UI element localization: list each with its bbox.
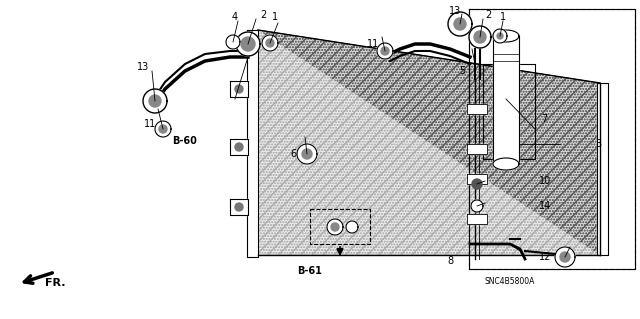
Text: 1: 1	[272, 12, 278, 22]
Polygon shape	[247, 30, 258, 257]
Circle shape	[143, 89, 167, 113]
Circle shape	[159, 125, 167, 133]
Circle shape	[302, 149, 312, 159]
Polygon shape	[230, 139, 248, 155]
Circle shape	[346, 221, 358, 233]
Circle shape	[472, 179, 482, 189]
Circle shape	[262, 35, 278, 51]
Circle shape	[226, 35, 240, 49]
Text: 2: 2	[485, 10, 491, 20]
Circle shape	[469, 26, 491, 48]
Text: 8: 8	[447, 256, 453, 266]
Polygon shape	[493, 36, 519, 164]
Circle shape	[235, 85, 243, 93]
Circle shape	[297, 144, 317, 164]
Circle shape	[381, 47, 389, 55]
Text: 13: 13	[137, 62, 149, 72]
Circle shape	[377, 43, 393, 59]
Circle shape	[235, 203, 243, 211]
Circle shape	[448, 12, 472, 36]
Polygon shape	[258, 30, 600, 255]
Polygon shape	[493, 158, 519, 170]
Circle shape	[471, 200, 483, 212]
Text: 11: 11	[144, 119, 156, 129]
Circle shape	[560, 252, 570, 262]
Text: 6: 6	[290, 149, 296, 159]
Text: B-60: B-60	[173, 136, 197, 146]
Polygon shape	[467, 174, 487, 184]
Polygon shape	[467, 104, 487, 114]
Circle shape	[235, 143, 243, 151]
Circle shape	[555, 247, 575, 267]
Circle shape	[236, 32, 260, 56]
Text: SNC4B5800A: SNC4B5800A	[485, 277, 535, 286]
Text: B-61: B-61	[298, 266, 323, 276]
Circle shape	[266, 39, 274, 47]
Circle shape	[454, 18, 466, 30]
Circle shape	[327, 219, 343, 235]
Text: FR.: FR.	[45, 278, 65, 288]
Circle shape	[493, 29, 507, 43]
Polygon shape	[467, 214, 487, 224]
Circle shape	[474, 31, 486, 43]
Circle shape	[497, 33, 503, 39]
Text: 12: 12	[539, 252, 551, 262]
Text: 3: 3	[595, 139, 601, 149]
Polygon shape	[467, 144, 487, 154]
Circle shape	[241, 37, 255, 51]
Polygon shape	[493, 30, 519, 42]
Polygon shape	[258, 30, 600, 255]
Circle shape	[331, 223, 339, 231]
Text: 14: 14	[539, 201, 551, 211]
Polygon shape	[230, 199, 248, 215]
Text: 7: 7	[541, 114, 547, 124]
Circle shape	[149, 95, 161, 107]
Polygon shape	[230, 81, 248, 97]
Text: 10: 10	[539, 176, 551, 186]
Text: 1: 1	[500, 12, 506, 22]
Text: 4: 4	[232, 12, 238, 22]
Polygon shape	[597, 83, 608, 255]
Text: 11: 11	[367, 39, 379, 49]
Polygon shape	[258, 30, 600, 255]
Circle shape	[155, 121, 171, 137]
Text: 13: 13	[449, 6, 461, 16]
Text: 2: 2	[260, 10, 266, 20]
Text: 5: 5	[459, 66, 465, 76]
